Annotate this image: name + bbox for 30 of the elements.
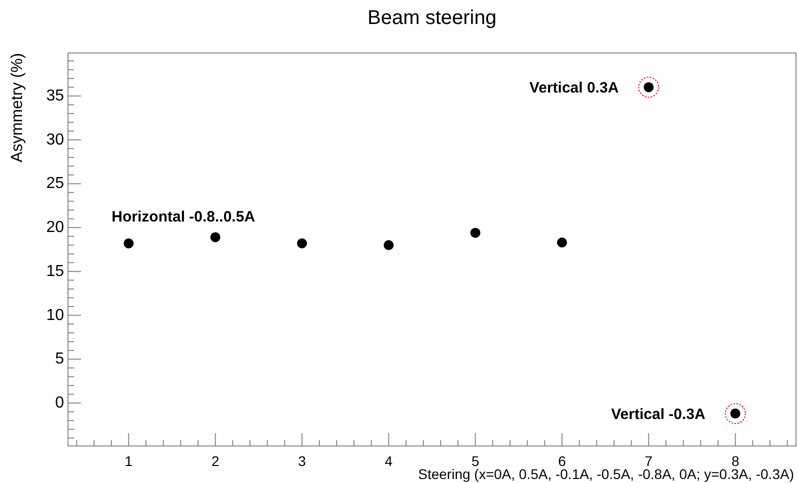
y-tick-label: 15 [46, 262, 64, 280]
annotation: Vertical 0.3A [529, 79, 619, 96]
x-tick-label: 3 [298, 452, 306, 469]
y-tick-label: 10 [46, 306, 64, 324]
point [638, 76, 660, 98]
point [384, 240, 394, 250]
x-tick-label: 1 [124, 452, 133, 469]
x-tick-label: 6 [558, 452, 566, 469]
annotation: Vertical -0.3A [611, 406, 706, 423]
chart-title: Beam steering [368, 7, 496, 29]
y-tick-label: 25 [46, 175, 64, 192]
y-tick-label: 20 [46, 219, 64, 236]
x-tick-label: 5 [471, 452, 480, 469]
y-axis-title: Asymmetry (%) [9, 53, 26, 162]
x-tick-label: 2 [211, 452, 220, 469]
x-tick-label: 4 [384, 452, 393, 469]
point [297, 238, 307, 248]
x-axis-title: Steering (x=0A, 0.5A, -0.1A, -0.5A, -0.8A, 0A; y=0.3A, -0.3A) [418, 466, 794, 482]
point [210, 232, 220, 242]
y-tick-label: 30 [46, 131, 64, 148]
point [470, 228, 480, 238]
annotation: Horizontal -0.8..0.5A [112, 208, 256, 226]
point [557, 237, 567, 248]
y-tick-label: 5 [55, 350, 64, 368]
x-tick-label: 8 [731, 452, 740, 469]
x-tick-label: 7 [644, 452, 653, 469]
point [724, 403, 746, 424]
y-tick-label: 0 [55, 394, 64, 412]
point [124, 238, 134, 248]
y-tick-label: 35 [46, 87, 64, 104]
